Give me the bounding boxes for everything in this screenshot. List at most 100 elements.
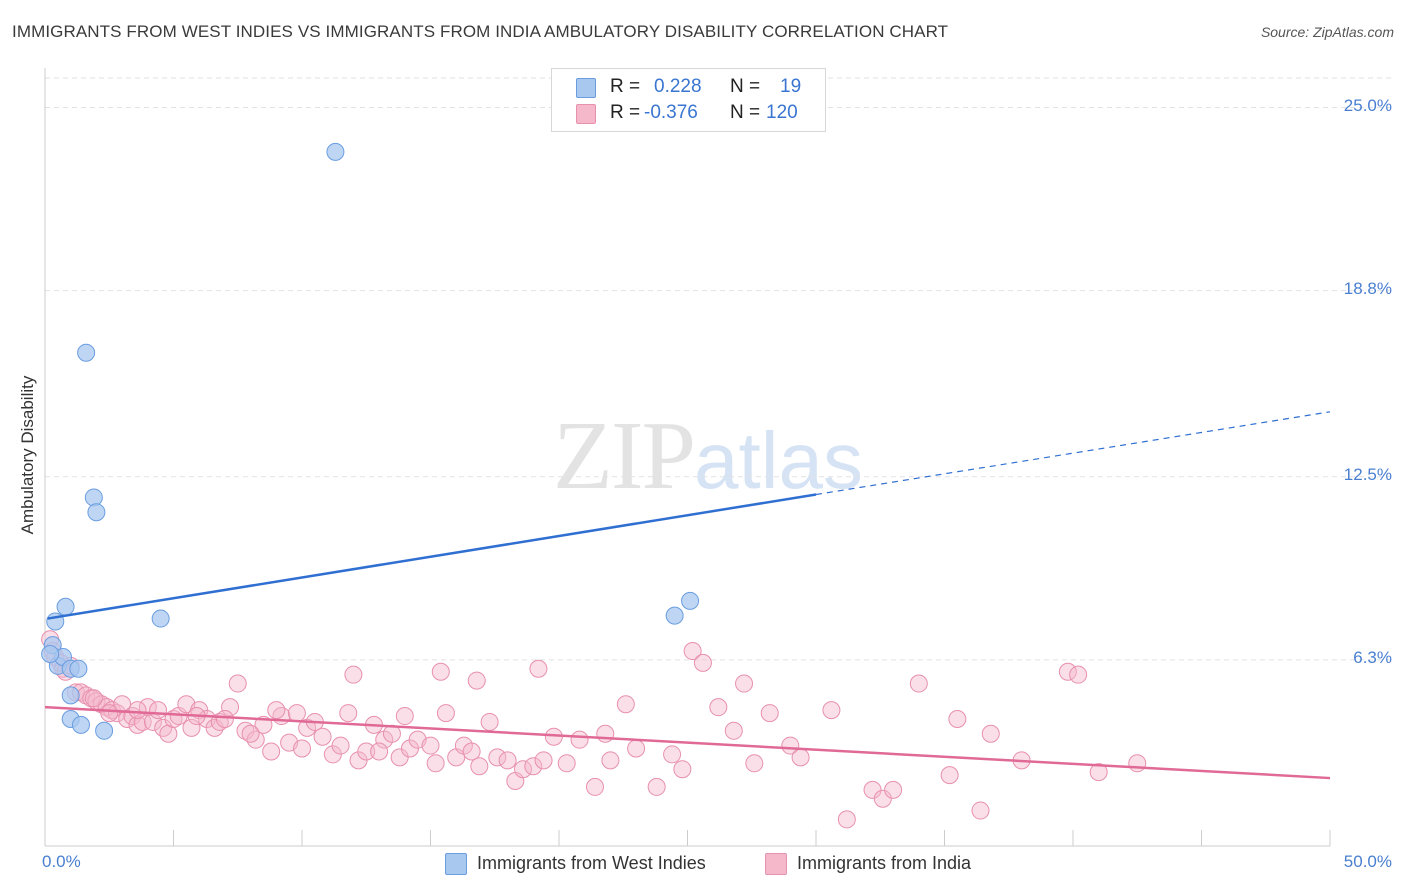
india-point: [370, 742, 389, 761]
india-point: [262, 742, 281, 761]
y-tick-label: 12.5%: [1343, 464, 1392, 484]
watermark-zip: ZIP: [553, 402, 696, 510]
india-point: [981, 724, 1000, 743]
india-point: [663, 745, 682, 764]
legend-label-west-indies: Immigrants from West Indies: [477, 853, 706, 873]
india-point: [884, 780, 903, 799]
west-indies-trend-line: [47, 493, 817, 620]
west-indies-point: [61, 686, 80, 705]
x-tick-label-max: 50.0%: [1343, 852, 1392, 871]
y-tick-label: 18.8%: [1343, 278, 1392, 298]
west-indies-point: [84, 488, 103, 507]
india-point: [467, 671, 486, 690]
india-point: [313, 727, 332, 746]
west-indies-swatch: [576, 78, 596, 98]
india-point: [524, 757, 543, 776]
india-point: [557, 754, 576, 773]
india-point: [357, 742, 376, 761]
west-indies-point: [69, 659, 88, 678]
n-label: N =: [730, 76, 761, 97]
india-point: [1128, 754, 1147, 773]
india-point: [760, 704, 779, 723]
india-point: [683, 642, 702, 661]
india-point: [339, 704, 358, 723]
india-point: [100, 704, 119, 723]
india-point: [673, 760, 692, 779]
india-point: [616, 695, 635, 714]
india-point: [1058, 662, 1077, 681]
india-point: [735, 674, 754, 693]
watermark: ZIPatlas: [553, 400, 863, 512]
india-point: [940, 766, 959, 785]
x-tick-label-min: 0.0%: [42, 852, 81, 871]
india-point: [421, 736, 440, 755]
india-point: [221, 698, 240, 717]
india-point: [693, 653, 712, 672]
legend-swatch-west-indies: [445, 853, 467, 875]
india-point: [267, 701, 286, 720]
india-point: [287, 704, 306, 723]
y-axis-label: Ambulatory Disability: [18, 375, 37, 535]
india-point: [724, 721, 743, 740]
india-point: [246, 730, 265, 749]
watermark-atlas: atlas: [694, 416, 863, 505]
india-point: [488, 748, 507, 767]
india-point: [1069, 665, 1088, 684]
legend-label-india: Immigrants from India: [797, 853, 972, 873]
india-point: [601, 751, 620, 770]
west-indies-point: [681, 591, 700, 610]
india-point: [128, 701, 147, 720]
r-label: R =: [610, 76, 641, 97]
india-point: [462, 742, 481, 761]
india-point: [570, 730, 589, 749]
india-point: [431, 662, 450, 681]
india-point: [395, 707, 414, 726]
data-points: [41, 142, 1147, 829]
india-point: [873, 789, 892, 808]
india-point: [149, 701, 168, 720]
india-point: [585, 777, 604, 796]
india-point: [390, 748, 409, 767]
india-swatch: [576, 104, 596, 124]
india-point: [84, 689, 103, 708]
india-point: [107, 704, 126, 723]
west-indies-point: [326, 142, 345, 161]
india-point: [436, 704, 455, 723]
india-point: [236, 721, 255, 740]
india-point: [128, 715, 147, 734]
chart-source: Source: ZipAtlas.com: [1260, 24, 1394, 40]
india-point: [182, 718, 201, 737]
y-tick-label: 25.0%: [1343, 95, 1392, 115]
axes: [44, 68, 1331, 847]
india-point: [344, 665, 363, 684]
r-value: 0.228: [654, 76, 702, 97]
india-point: [480, 712, 499, 731]
india-point: [293, 739, 311, 758]
chart-title: IMMIGRANTS FROM WEST INDIES VS IMMIGRANT…: [12, 22, 949, 41]
india-point: [596, 724, 615, 743]
india-point: [837, 810, 856, 829]
west-indies-trend-extension: [815, 411, 1331, 496]
west-indies-point: [71, 715, 90, 734]
west-indies-point: [95, 721, 114, 740]
stats-legend-box: R = 0.228 N = 19 R = -0.376 N = 120: [551, 68, 826, 132]
r-label: R =: [610, 102, 641, 123]
india-point: [791, 748, 810, 767]
n-value: 19: [780, 76, 802, 97]
india-point: [498, 751, 517, 770]
india-point: [331, 736, 350, 755]
india-point: [909, 674, 928, 693]
india-point: [781, 736, 800, 755]
india-point: [154, 718, 173, 737]
india-point: [709, 698, 728, 717]
west-indies-point: [56, 597, 75, 616]
india-point: [745, 754, 764, 773]
trend-lines: [44, 411, 1331, 780]
india-point: [426, 754, 445, 773]
india-point: [822, 701, 841, 720]
y-tick-label: 6.3%: [1353, 647, 1392, 667]
india-point: [529, 659, 548, 678]
series-legend: Immigrants from West Indies Immigrants f…: [0, 852, 1406, 878]
west-indies-point: [87, 503, 106, 522]
